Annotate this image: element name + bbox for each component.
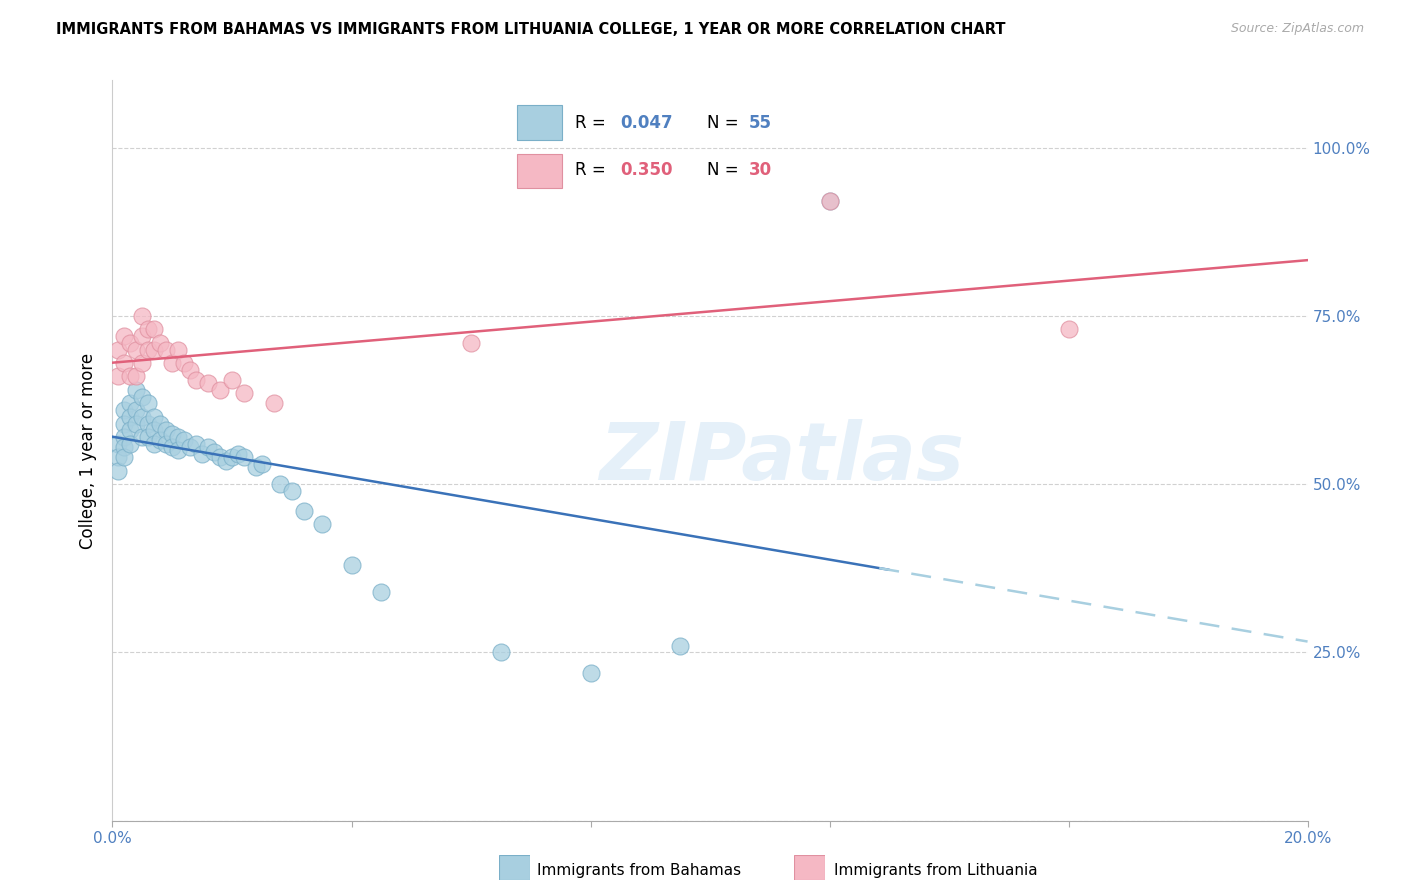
Point [143, 436, 166, 450]
Point [131, 309, 153, 323]
Point [125, 343, 148, 357]
Point [120, 436, 142, 450]
Point [162, 440, 183, 454]
Point [179, 440, 201, 454]
Point [125, 369, 148, 384]
Point [114, 417, 135, 431]
Point [155, 423, 177, 437]
Point [167, 343, 190, 357]
Point [173, 356, 195, 370]
Point [114, 329, 135, 343]
Point [1057, 322, 1080, 336]
Point [107, 436, 129, 450]
Text: Source: ZipAtlas.com: Source: ZipAtlas.com [1230, 22, 1364, 36]
Point [120, 409, 142, 424]
Point [131, 329, 153, 343]
Point [107, 450, 129, 465]
Point [186, 436, 208, 450]
Point [114, 430, 135, 444]
Point [197, 376, 219, 391]
Text: Immigrants from Lithuania: Immigrants from Lithuania [834, 863, 1038, 878]
Point [143, 409, 166, 424]
Point [120, 423, 142, 437]
Text: ZIPatlas: ZIPatlas [599, 419, 965, 497]
Point [167, 443, 190, 458]
Point [138, 417, 160, 431]
Point [292, 504, 315, 518]
Point [311, 517, 333, 532]
Point [818, 194, 841, 209]
Point [202, 445, 225, 459]
Point [155, 436, 177, 450]
Point [167, 430, 190, 444]
Point [269, 477, 291, 491]
Point [107, 343, 129, 357]
Point [162, 356, 183, 370]
Text: IMMIGRANTS FROM BAHAMAS VS IMMIGRANTS FROM LITHUANIA COLLEGE, 1 YEAR OR MORE COR: IMMIGRANTS FROM BAHAMAS VS IMMIGRANTS FR… [56, 22, 1005, 37]
Point [233, 450, 256, 465]
Point [131, 356, 153, 370]
Point [114, 450, 135, 465]
Point [186, 373, 208, 387]
Point [245, 460, 267, 475]
Point [197, 440, 219, 454]
Point [120, 335, 142, 350]
Point [263, 396, 285, 410]
Point [215, 453, 238, 467]
Point [114, 403, 135, 417]
Point [489, 645, 512, 659]
Point [138, 430, 160, 444]
Point [143, 343, 166, 357]
Point [131, 390, 153, 404]
Point [149, 417, 172, 431]
Point [579, 665, 602, 680]
Point [149, 335, 172, 350]
Point [125, 383, 148, 397]
Point [149, 434, 172, 448]
Point [221, 373, 243, 387]
Point [138, 322, 160, 336]
Point [460, 335, 482, 350]
Text: Immigrants from Bahamas: Immigrants from Bahamas [537, 863, 741, 878]
Point [221, 450, 243, 465]
Point [155, 343, 177, 357]
Point [138, 343, 160, 357]
Point [818, 194, 841, 209]
Y-axis label: College, 1 year or more: College, 1 year or more [79, 352, 97, 549]
Point [162, 426, 183, 441]
Point [125, 417, 148, 431]
Point [370, 584, 392, 599]
Point [143, 322, 166, 336]
Point [281, 483, 304, 498]
Point [120, 396, 142, 410]
Point [191, 447, 214, 461]
Point [669, 639, 692, 653]
Point [114, 440, 135, 454]
Point [226, 447, 249, 461]
Point [131, 430, 153, 444]
Point [125, 403, 148, 417]
Point [143, 423, 166, 437]
Point [250, 457, 273, 471]
Point [131, 409, 153, 424]
Point [179, 362, 201, 376]
Point [138, 396, 160, 410]
Point [209, 383, 232, 397]
Point [209, 450, 232, 465]
Point [233, 386, 256, 401]
Point [107, 464, 129, 478]
Point [340, 558, 363, 572]
Point [173, 434, 195, 448]
Point [114, 356, 135, 370]
Point [107, 369, 129, 384]
Point [120, 369, 142, 384]
